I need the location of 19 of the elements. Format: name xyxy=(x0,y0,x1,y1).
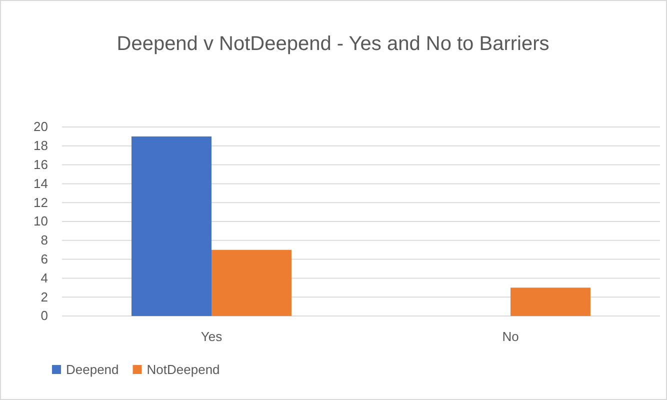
y-tick-label: 18 xyxy=(34,138,48,154)
x-tick-label: Yes xyxy=(200,329,223,344)
y-tick-label: 16 xyxy=(34,156,48,172)
legend-label: Deepend xyxy=(66,362,119,377)
y-tick-label: 8 xyxy=(40,232,48,248)
y-tick-label: 4 xyxy=(40,270,48,286)
legend-label: NotDeepend xyxy=(146,362,220,377)
chart-title: Deepend v NotDeepend - Yes and No to Barriers xyxy=(116,33,550,55)
bar xyxy=(132,136,212,316)
y-tick-label: 2 xyxy=(40,289,48,304)
bar xyxy=(212,250,292,316)
bar xyxy=(510,288,590,316)
y-tick-label: 14 xyxy=(34,176,48,191)
y-tick-label: 10 xyxy=(34,214,48,229)
y-tick-label: 0 xyxy=(40,308,48,324)
y-tick-label: 12 xyxy=(34,194,48,210)
y-tick-label: 20 xyxy=(34,119,48,134)
x-tick-label: No xyxy=(502,329,519,344)
y-tick-label: 6 xyxy=(40,251,48,266)
